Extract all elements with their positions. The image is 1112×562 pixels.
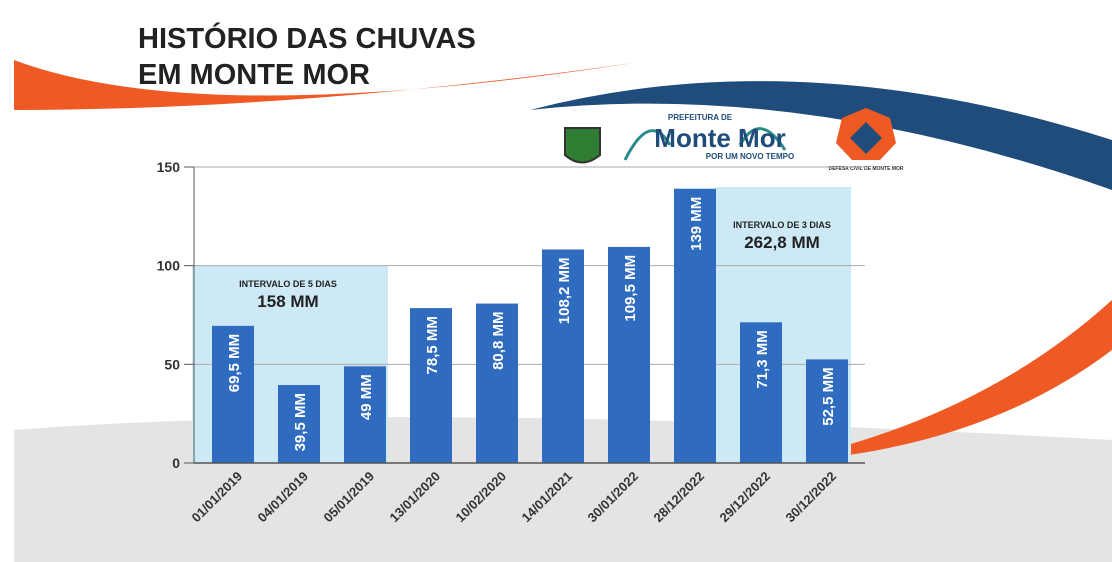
y-tick-label: 150 [157, 159, 181, 175]
crest [565, 128, 600, 163]
logo-city [565, 128, 600, 163]
logo-text: Monte Mor [654, 123, 785, 153]
y-tick-label: 100 [157, 258, 181, 274]
y-tick-label: 50 [164, 356, 180, 372]
value-label: 39,5 MM [292, 393, 309, 451]
y-tick-label: 0 [172, 455, 180, 471]
value-label: 71,3 MM [754, 330, 771, 388]
chart: HISTÓRIO DAS CHUVAS EM MONTE MOR INTERVA… [0, 0, 1112, 562]
annotation-total: 262,8 MM [744, 233, 820, 252]
value-label: 49 MM [358, 374, 375, 420]
value-label: 139 MM [688, 197, 705, 251]
value-label: 109,5 MM [622, 255, 639, 322]
annotation-total: 158 MM [257, 292, 318, 311]
logo-text: POR UM NOVO TEMPO [706, 152, 794, 161]
value-label: 52,5 MM [820, 367, 837, 425]
title: HISTÓRIO DAS CHUVAS [138, 21, 476, 55]
value-label: 108,2 MM [556, 257, 573, 324]
value-label: 69,5 MM [226, 334, 243, 392]
title: EM MONTE MOR [138, 59, 370, 91]
value-label: 80,8 MM [490, 312, 507, 370]
annotation-label: INTERVALO DE 3 DIAS [733, 220, 831, 230]
value-label: 78,5 MM [424, 316, 441, 374]
annotation-label: INTERVALO DE 5 DIAS [239, 279, 337, 289]
logo-text: PREFEITURA DE [668, 113, 733, 122]
